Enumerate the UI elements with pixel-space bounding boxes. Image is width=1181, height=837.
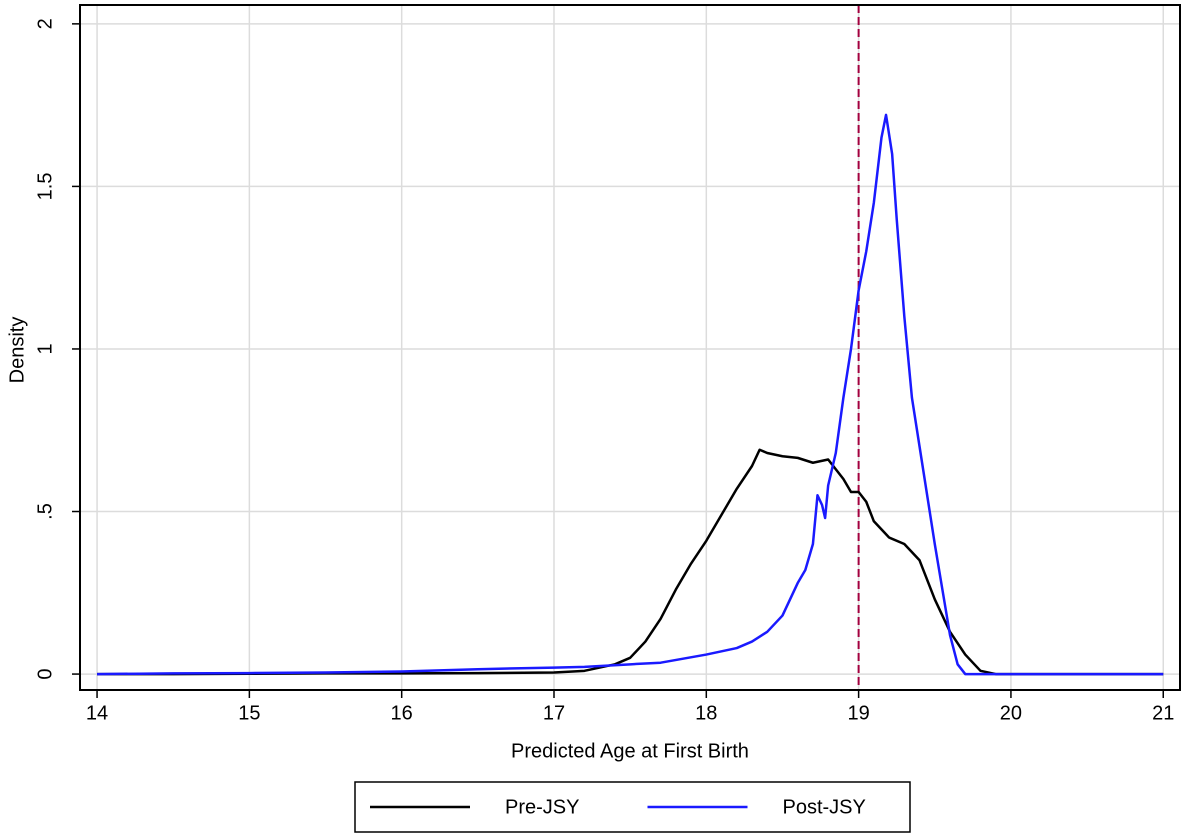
legend-label: Pre-JSY <box>505 796 579 818</box>
x-tick-label: 18 <box>695 702 717 724</box>
x-tick-label: 14 <box>86 702 108 724</box>
x-tick-label: 15 <box>238 702 260 724</box>
y-tick-label: 1 <box>34 343 56 354</box>
x-tick-label: 20 <box>1000 702 1022 724</box>
plot-frame <box>79 4 1181 691</box>
x-tick-label: 17 <box>543 702 565 724</box>
y-tick-label: 0 <box>34 669 56 680</box>
y-tick-label: .5 <box>34 503 56 520</box>
y-tick-label: 2 <box>34 18 56 29</box>
y-axis-title: Density <box>6 317 28 384</box>
series-line <box>97 448 1164 676</box>
series-line <box>97 113 1164 676</box>
x-tick-label: 16 <box>391 702 413 724</box>
x-axis-title: Predicted Age at First Birth <box>511 740 749 762</box>
x-tick-label: 21 <box>1152 702 1174 724</box>
x-tick-label: 19 <box>847 702 869 724</box>
y-tick-label: 1.5 <box>34 173 56 201</box>
legend: Pre-JSY Post-JSY <box>354 781 911 833</box>
legend-label: Post-JSY <box>783 796 866 818</box>
